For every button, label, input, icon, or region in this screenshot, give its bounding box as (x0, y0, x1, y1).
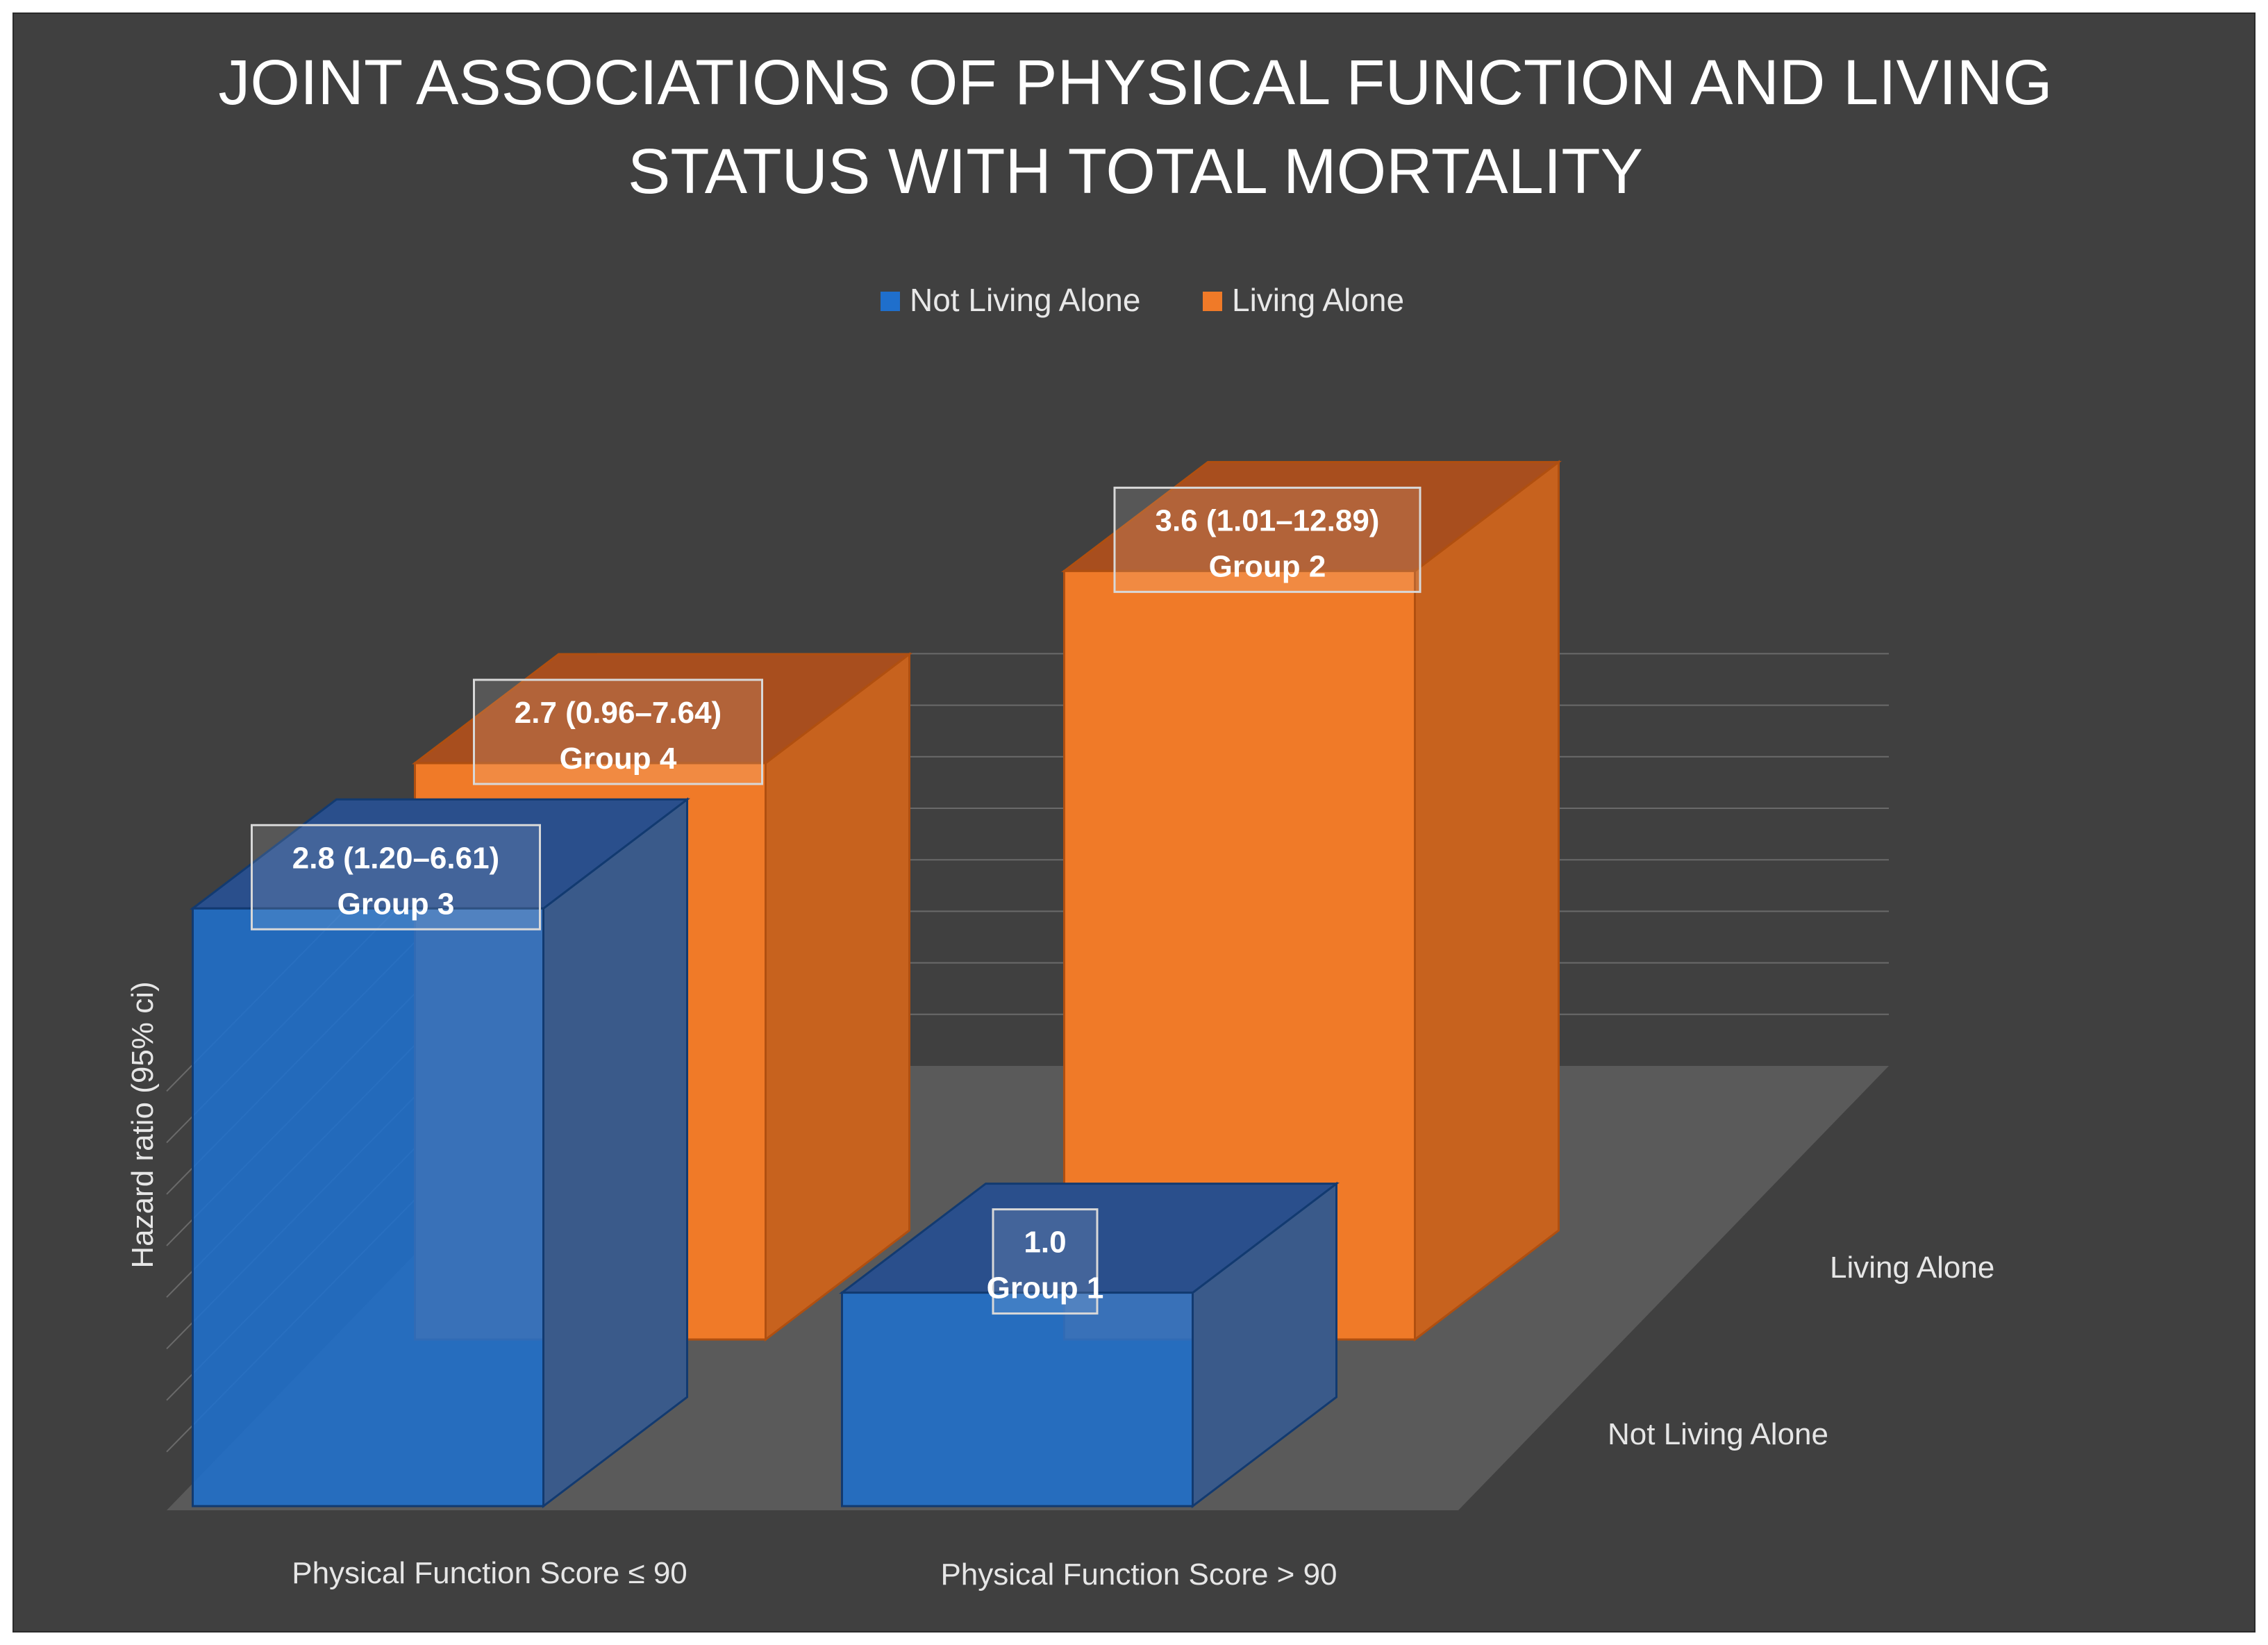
chart-svg: JOINT ASSOCIATIONS OF PHYSICAL FUNCTION … (126, 47, 2053, 1592)
y-axis-label: Hazard ratio (95% ci) (126, 981, 160, 1268)
data-label-box (992, 1208, 1099, 1315)
bar-side-face (1414, 460, 1560, 1342)
bar-front-face (192, 907, 544, 1508)
data-label-box (251, 824, 541, 930)
data-label-group: Group 4 (560, 742, 677, 776)
bar-not-living-alone-1: 1.0 Group 1 (839, 1181, 1340, 1509)
chart-title-line-2: STATUS WITH TOTAL MORTALITY (628, 136, 1643, 207)
data-label-value: 2.8 (1.20–6.61) (292, 841, 499, 875)
bar-side-face (765, 651, 910, 1342)
legend-label-not-living-alone: Not Living Alone (910, 282, 1140, 318)
data-label-group: Group 2 (1209, 549, 1326, 583)
data-label-box (473, 678, 763, 785)
data-label-group: Group 3 (337, 887, 455, 921)
bar-side-face (542, 797, 688, 1509)
depth-label-not-living-alone: Not Living Alone (1608, 1417, 1828, 1451)
chart-title-line-1: JOINT ASSOCIATIONS OF PHYSICAL FUNCTION … (218, 47, 2052, 118)
x-tick-label-pf-gt-90: Physical Function Score > 90 (940, 1558, 1337, 1592)
legend-label-living-alone: Living Alone (1232, 282, 1404, 318)
data-label-value: 1.0 (1024, 1226, 1066, 1260)
data-label-value: 2.7 (0.96–7.64) (515, 696, 722, 730)
data-label-box (1113, 486, 1421, 593)
chart-frame: JOINT ASSOCIATIONS OF PHYSICAL FUNCTION … (12, 12, 2256, 1633)
legend-swatch-living-alone (1203, 292, 1222, 311)
data-label-group: Group 1 (987, 1271, 1104, 1305)
data-label-value: 3.6 (1.01–12.89) (1156, 503, 1380, 537)
plot-area: 2.7 (0.96–7.64) Group 4 3.6 (1.01–12.89) Gr… (166, 460, 1889, 1510)
legend-swatch-not-living-alone (881, 292, 900, 311)
x-tick-label-pf-le-90: Physical Function Score ≤ 90 (292, 1556, 687, 1590)
bar-front-face (841, 1292, 1194, 1508)
depth-label-living-alone: Living Alone (1830, 1251, 1994, 1285)
bar-not-living-alone-0: 2.8 (1.20–6.61) Group 3 (190, 797, 690, 1509)
